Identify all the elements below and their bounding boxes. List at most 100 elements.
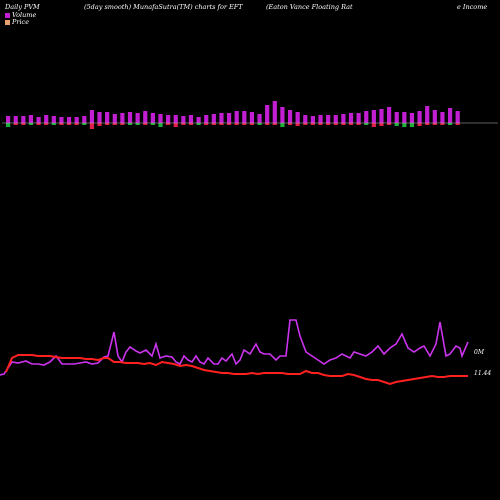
volume-bar-tail <box>44 123 49 125</box>
volume-bar-tail <box>112 123 117 125</box>
volume-bar <box>447 108 453 123</box>
volume-bar <box>394 112 399 123</box>
volume-bar <box>333 115 338 123</box>
volume-bar <box>440 112 445 123</box>
volume-bar-tail <box>82 123 87 125</box>
volume-bar <box>249 112 255 123</box>
volume-line <box>0 319 469 376</box>
volume-bar-tail <box>226 123 232 125</box>
volume-bar-tail <box>303 123 308 125</box>
volume-bar <box>188 115 194 123</box>
volume-bar <box>455 111 460 123</box>
volume-bar <box>371 110 376 123</box>
volume-bar <box>97 112 102 123</box>
volume-bar-tail <box>66 123 72 125</box>
volume-bar <box>158 114 163 123</box>
price-value-label: 11.44 <box>474 370 491 377</box>
volume-bar <box>21 116 26 123</box>
header-left: Daily PVM <box>5 3 40 11</box>
volume-bar <box>166 115 171 123</box>
volume-bar <box>89 110 95 123</box>
volume-bar <box>44 115 49 123</box>
volume-bar-tail <box>348 123 354 125</box>
header-middle: (5day smooth) MunafaSutra(TM) charts for… <box>84 3 243 11</box>
price-line <box>5 354 468 386</box>
volume-bar-tail <box>249 123 255 125</box>
volume-bar <box>409 113 415 123</box>
legend-price-swatch <box>5 19 10 25</box>
legend-volume: Volume <box>5 11 36 19</box>
volume-bar-tail <box>51 123 56 125</box>
volume-bar-tail <box>387 123 392 125</box>
volume-bar-tail <box>356 123 361 125</box>
volume-bar-tail <box>341 123 346 125</box>
volume-bar <box>28 115 34 123</box>
volume-bar-tail <box>173 123 178 127</box>
volume-bar <box>326 115 331 123</box>
volume-bar-tail <box>36 123 41 125</box>
volume-bar <box>105 112 110 123</box>
volume-bar-tail <box>379 123 384 126</box>
volume-bar <box>36 117 41 123</box>
volume-bar-tail <box>158 123 163 127</box>
volume-bar <box>303 115 308 123</box>
volume-bar-tail <box>204 123 209 125</box>
volume-bar-tail <box>74 123 79 125</box>
volume-bar <box>272 101 277 123</box>
volume-bar <box>364 111 369 123</box>
volume-bar-tail <box>242 123 247 125</box>
volume-bars <box>6 101 460 129</box>
legend-volume-swatch <box>5 12 10 18</box>
volume-bar <box>74 117 79 123</box>
volume-bar <box>112 114 117 123</box>
volume-bar <box>265 105 270 123</box>
volume-bar-tail <box>6 123 11 127</box>
volume-bar-tail <box>265 123 270 125</box>
volume-bar <box>219 113 224 123</box>
volume-bar <box>402 112 407 123</box>
volume-bar-tail <box>219 123 224 125</box>
volume-bar <box>425 106 430 123</box>
volume-bar <box>120 113 125 123</box>
volume-bar-tail <box>105 123 110 125</box>
volume-bar <box>6 116 11 123</box>
volume-bar <box>51 116 56 123</box>
volume-bar-tail <box>326 123 331 125</box>
volume-bar <box>211 114 216 123</box>
volume-bar <box>226 113 232 123</box>
volume-bar <box>204 115 209 123</box>
volume-bar-tail <box>257 123 262 125</box>
volume-bar-tail <box>432 123 437 125</box>
volume-bar <box>181 116 186 123</box>
volume-bar <box>257 114 262 123</box>
volume-bar-tail <box>181 123 186 125</box>
volume-bar <box>242 111 247 123</box>
volume-bar <box>287 110 293 123</box>
header-right-b: e Income <box>457 3 488 11</box>
volume-bar-tail <box>447 123 453 125</box>
volume-bar-tail <box>13 123 18 125</box>
volume-bar <box>196 117 201 123</box>
volume-bar <box>310 116 315 123</box>
volume-bar-tail <box>402 123 407 127</box>
volume-bar <box>295 112 300 123</box>
volume-bar-tail <box>409 123 415 127</box>
volume-bar-tail <box>287 123 293 125</box>
volume-bar-tail <box>425 123 430 125</box>
legend-price-label: Price <box>12 18 30 26</box>
volume-bar <box>66 117 72 123</box>
volume-bar-tail <box>28 123 34 125</box>
volume-bar-tail <box>196 123 201 125</box>
volume-bar-tail <box>455 123 460 125</box>
volume-bar-tail <box>234 123 239 125</box>
volume-bar-tail <box>417 123 422 126</box>
volume-bar <box>150 113 155 123</box>
volume-bar-tail <box>135 123 140 125</box>
volume-bar <box>173 115 178 123</box>
volume-bar-tail <box>21 123 26 125</box>
legend-volume-label: Volume <box>12 11 37 19</box>
volume-bar-tail <box>394 123 399 126</box>
volume-bar-tail <box>333 123 338 125</box>
volume-bar <box>234 111 239 123</box>
